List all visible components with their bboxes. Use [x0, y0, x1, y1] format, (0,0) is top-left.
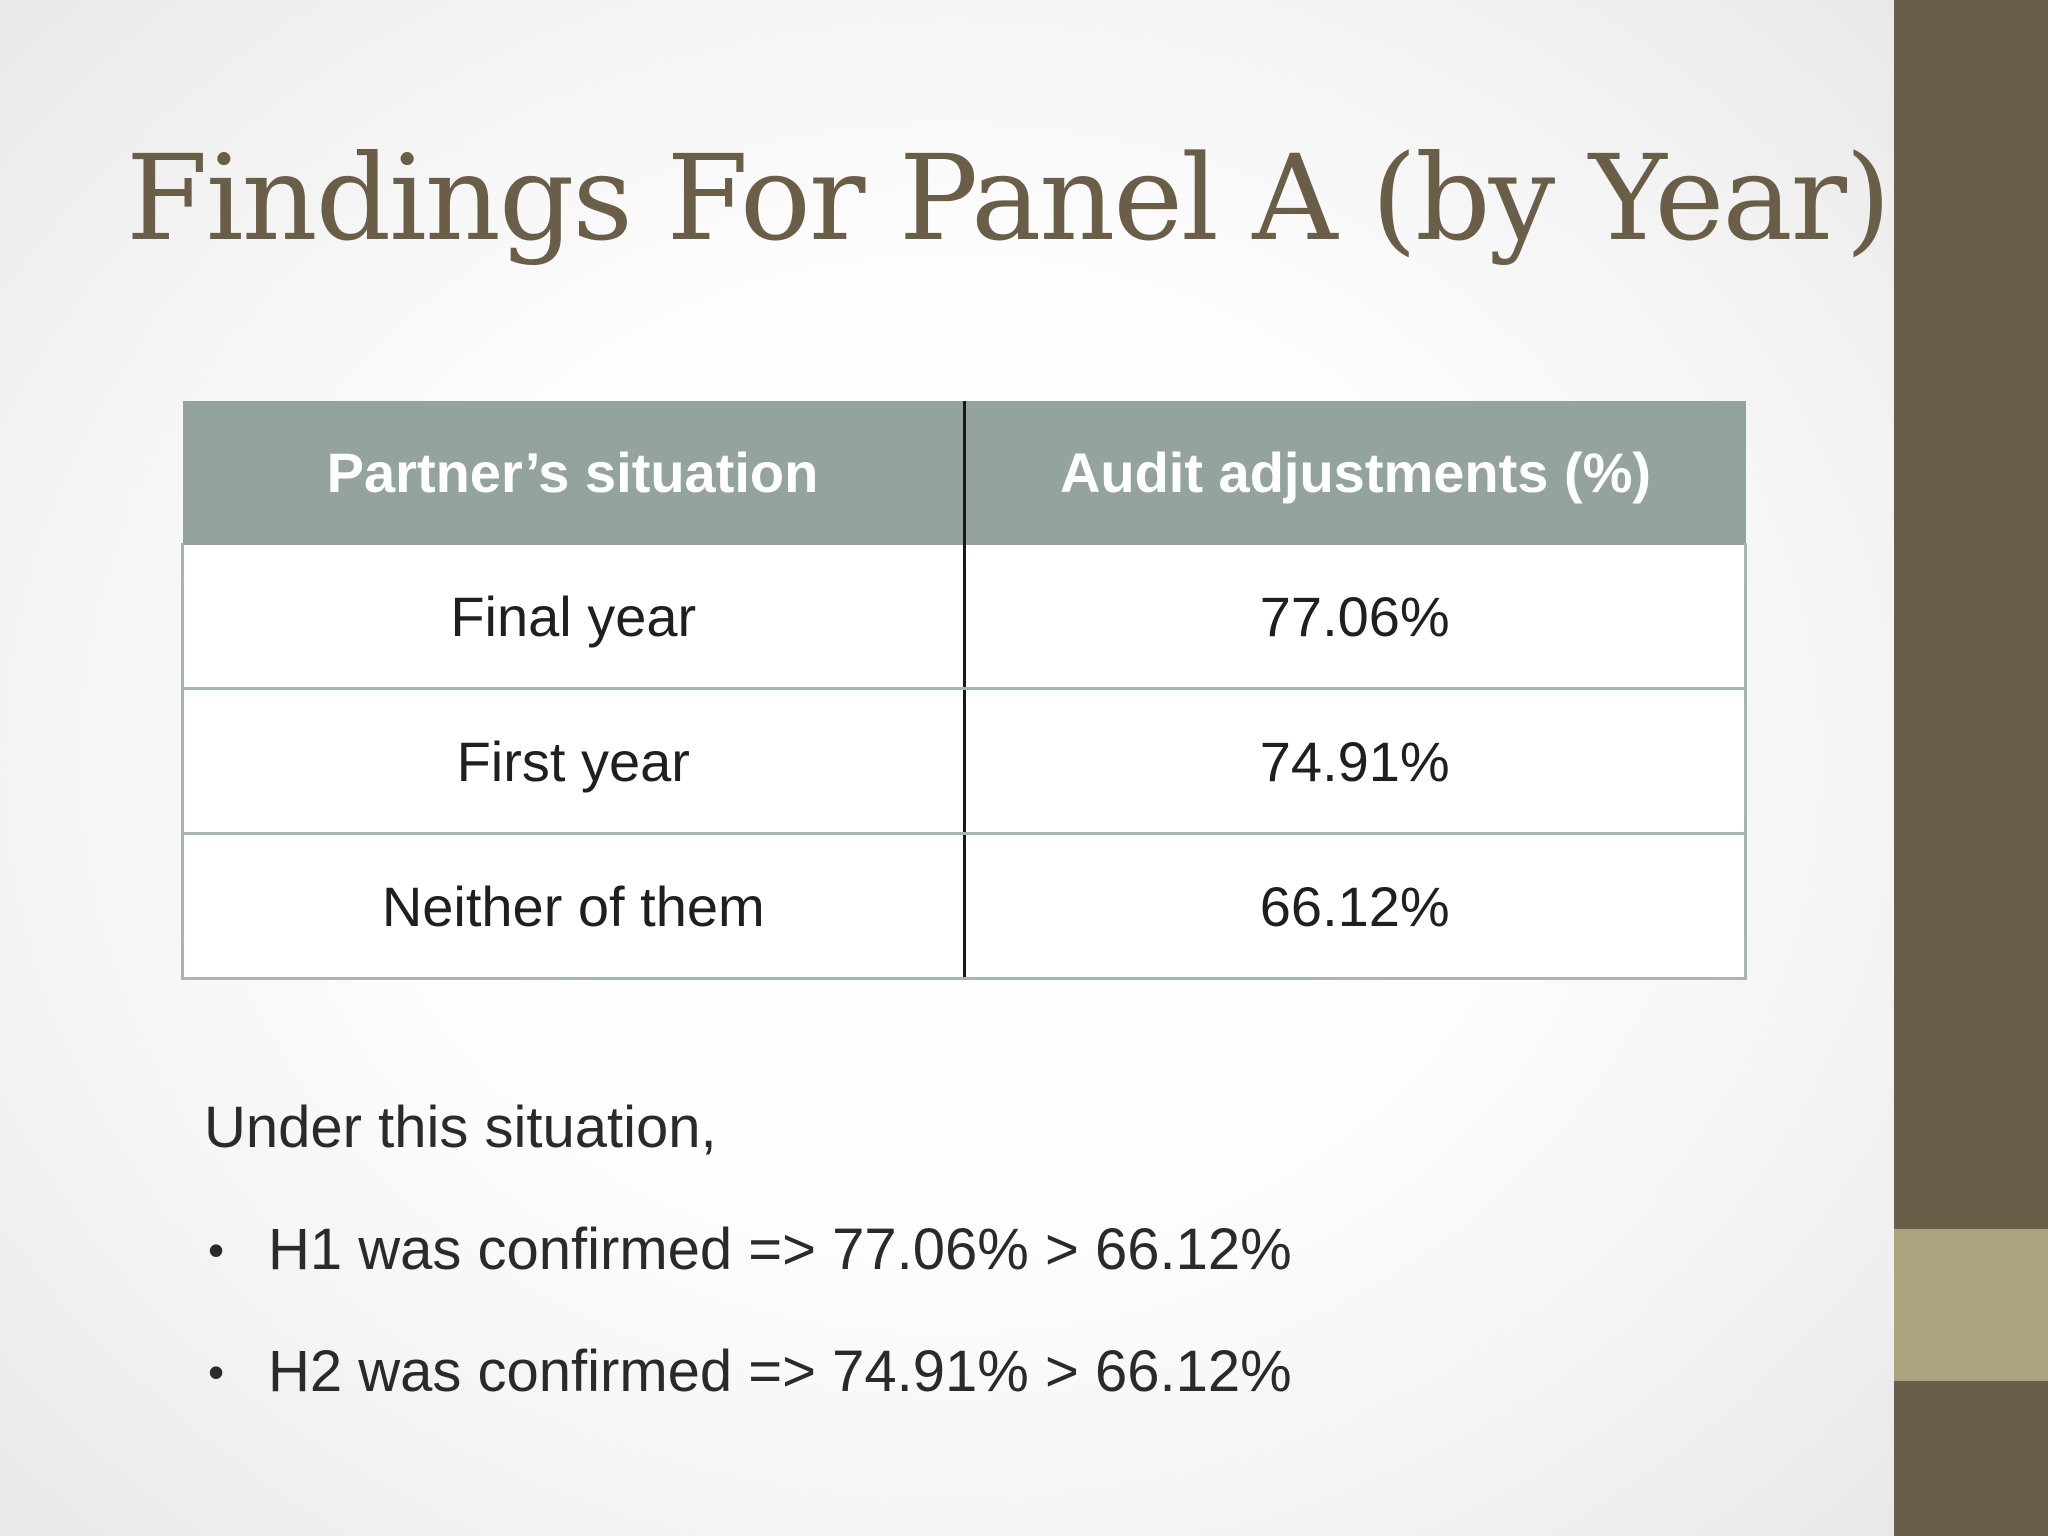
table-cell-percent: 74.91%	[964, 688, 1747, 835]
table-cell-situation: Final year	[181, 544, 966, 690]
bullet-icon: •	[208, 1224, 225, 1276]
table-row: Final year 77.06%	[181, 544, 1747, 690]
list-item: • H1 was confirmed => 77.06% > 66.12%	[204, 1207, 1292, 1293]
notes-lead-text: Under this situation,	[204, 1095, 717, 1160]
column-header-audit-adjustments: Audit adjustments (%)	[964, 401, 1746, 545]
table-row: First year 74.91%	[181, 688, 1747, 835]
table-header-row: Partner’s situation Audit adjustments (%…	[182, 401, 1746, 545]
findings-notes: Under this situation, • H1 was confirmed…	[204, 1085, 1292, 1451]
bullet-list: • H1 was confirmed => 77.06% > 66.12% • …	[204, 1207, 1292, 1415]
list-item: • H2 was confirmed => 74.91% > 66.12%	[204, 1329, 1292, 1415]
bullet-icon: •	[208, 1346, 225, 1398]
slide-title: Findings For Panel A (by Year)	[126, 129, 1891, 267]
table-cell-situation: Neither of them	[181, 833, 966, 980]
table-cell-percent: 77.06%	[964, 544, 1747, 690]
table-row: Neither of them 66.12%	[181, 833, 1747, 980]
bullet-text: H1 was confirmed => 77.06% > 66.12%	[268, 1217, 1292, 1282]
table-cell-situation: First year	[181, 688, 966, 835]
column-header-partner-situation: Partner’s situation	[182, 401, 966, 545]
bullet-text: H2 was confirmed => 74.91% > 66.12%	[268, 1339, 1292, 1404]
table-cell-percent: 66.12%	[964, 833, 1747, 980]
findings-table: Partner’s situation Audit adjustments (%…	[181, 401, 1747, 980]
side-bar-accent	[1894, 1229, 2048, 1381]
